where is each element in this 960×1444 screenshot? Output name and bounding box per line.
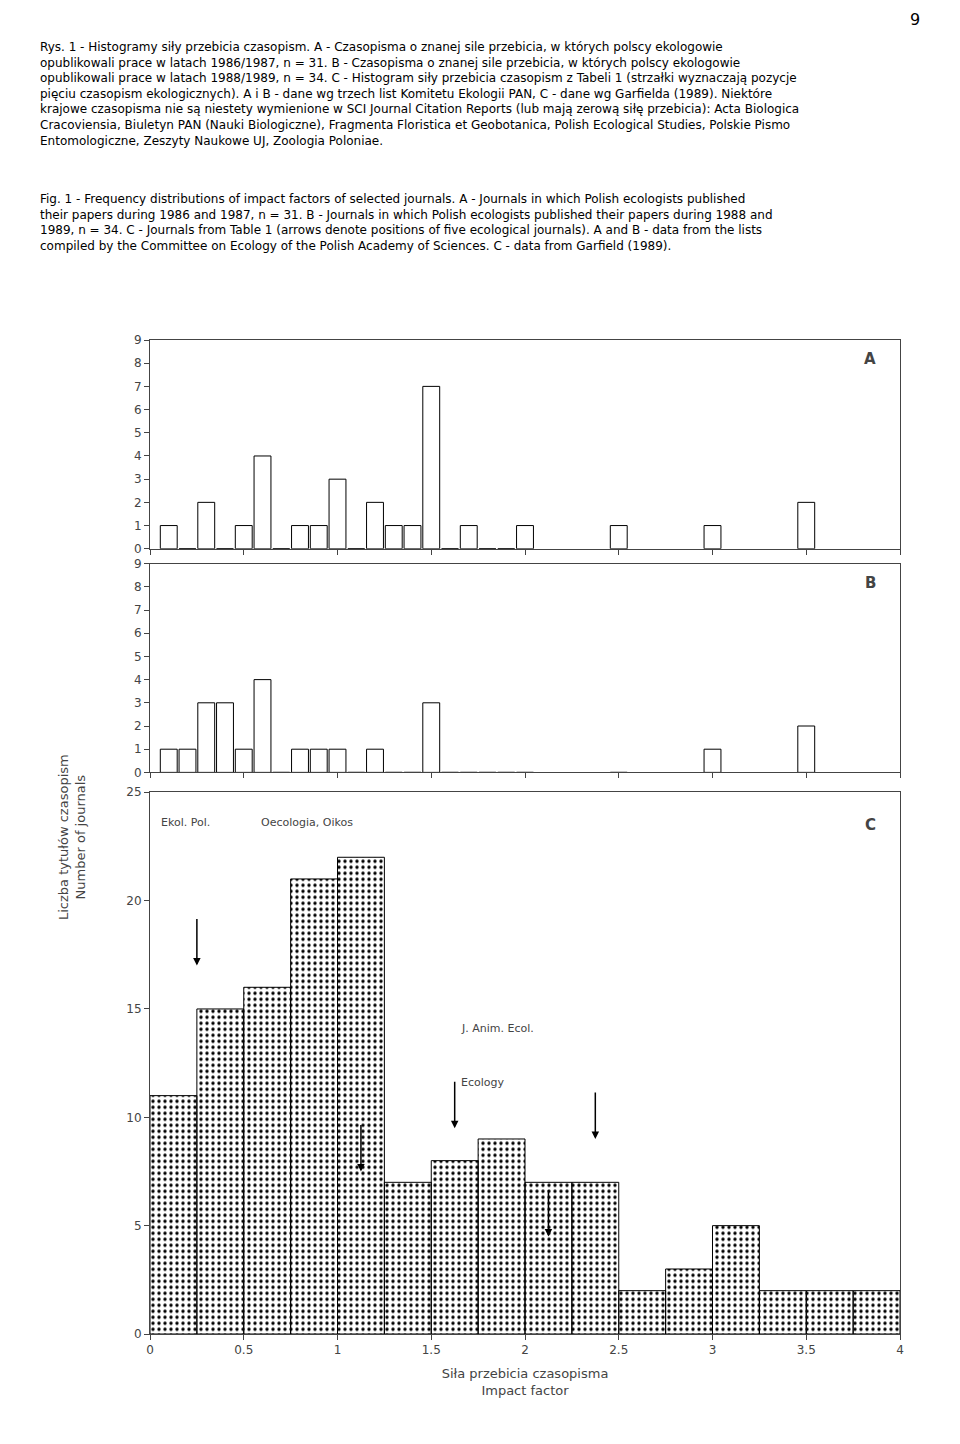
svg-text:Rys. 1 - Histogramy siły przeb: Rys. 1 - Histogramy siły przebicia czaso… <box>40 40 799 148</box>
svg-text:Ekol. Pol.: Ekol. Pol. <box>161 816 210 829</box>
svg-text:6: 6 <box>134 403 142 417</box>
svg-text:15: 15 <box>126 1002 141 1016</box>
svg-text:1: 1 <box>134 519 142 533</box>
svg-text:Liczba tytułów czasopismNumber: Liczba tytułów czasopismNumber of journa… <box>56 754 88 920</box>
svg-text:0: 0 <box>134 542 142 556</box>
svg-text:0: 0 <box>134 766 142 780</box>
svg-text:5: 5 <box>134 1219 142 1233</box>
svg-text:3.5: 3.5 <box>797 1343 816 1357</box>
svg-text:2.5: 2.5 <box>609 1343 628 1357</box>
svg-text:C: C <box>865 816 876 834</box>
svg-text:25: 25 <box>126 785 141 799</box>
svg-text:A: A <box>864 350 876 368</box>
svg-text:9: 9 <box>910 10 920 29</box>
svg-text:7: 7 <box>134 603 142 617</box>
svg-text:8: 8 <box>134 356 142 370</box>
svg-text:3: 3 <box>709 1343 717 1357</box>
svg-text:10: 10 <box>126 1111 141 1125</box>
svg-text:9: 9 <box>134 557 142 571</box>
svg-text:8: 8 <box>134 580 142 594</box>
svg-text:20: 20 <box>126 894 141 908</box>
svg-text:B: B <box>865 574 876 592</box>
svg-text:9: 9 <box>134 333 142 347</box>
svg-text:2: 2 <box>521 1343 529 1357</box>
svg-text:7: 7 <box>134 380 142 394</box>
svg-text:1: 1 <box>334 1343 342 1357</box>
svg-text:Fig. 1 - Frequency distributio: Fig. 1 - Frequency distributions of impa… <box>40 192 773 253</box>
svg-text:Oecologia, Oikos: Oecologia, Oikos <box>261 816 353 829</box>
svg-text:0.5: 0.5 <box>234 1343 253 1357</box>
svg-text:4: 4 <box>134 673 142 687</box>
svg-text:2: 2 <box>134 496 142 510</box>
svg-text:1: 1 <box>134 742 142 756</box>
svg-text:5: 5 <box>134 650 142 664</box>
svg-text:0: 0 <box>146 1343 154 1357</box>
svg-text:Ecology: Ecology <box>461 1076 504 1089</box>
svg-text:J. Anim. Ecol.: J. Anim. Ecol. <box>461 1022 534 1035</box>
svg-text:4: 4 <box>896 1343 904 1357</box>
svg-text:5: 5 <box>134 426 142 440</box>
svg-text:3: 3 <box>134 472 142 486</box>
svg-text:Siła przebicia czasopismaImpac: Siła przebicia czasopismaImpact factor <box>442 1366 609 1398</box>
svg-text:0: 0 <box>134 1327 142 1341</box>
svg-text:1.5: 1.5 <box>422 1343 441 1357</box>
svg-text:3: 3 <box>134 696 142 710</box>
svg-text:4: 4 <box>134 449 142 463</box>
svg-text:2: 2 <box>134 719 142 733</box>
svg-text:6: 6 <box>134 626 142 640</box>
